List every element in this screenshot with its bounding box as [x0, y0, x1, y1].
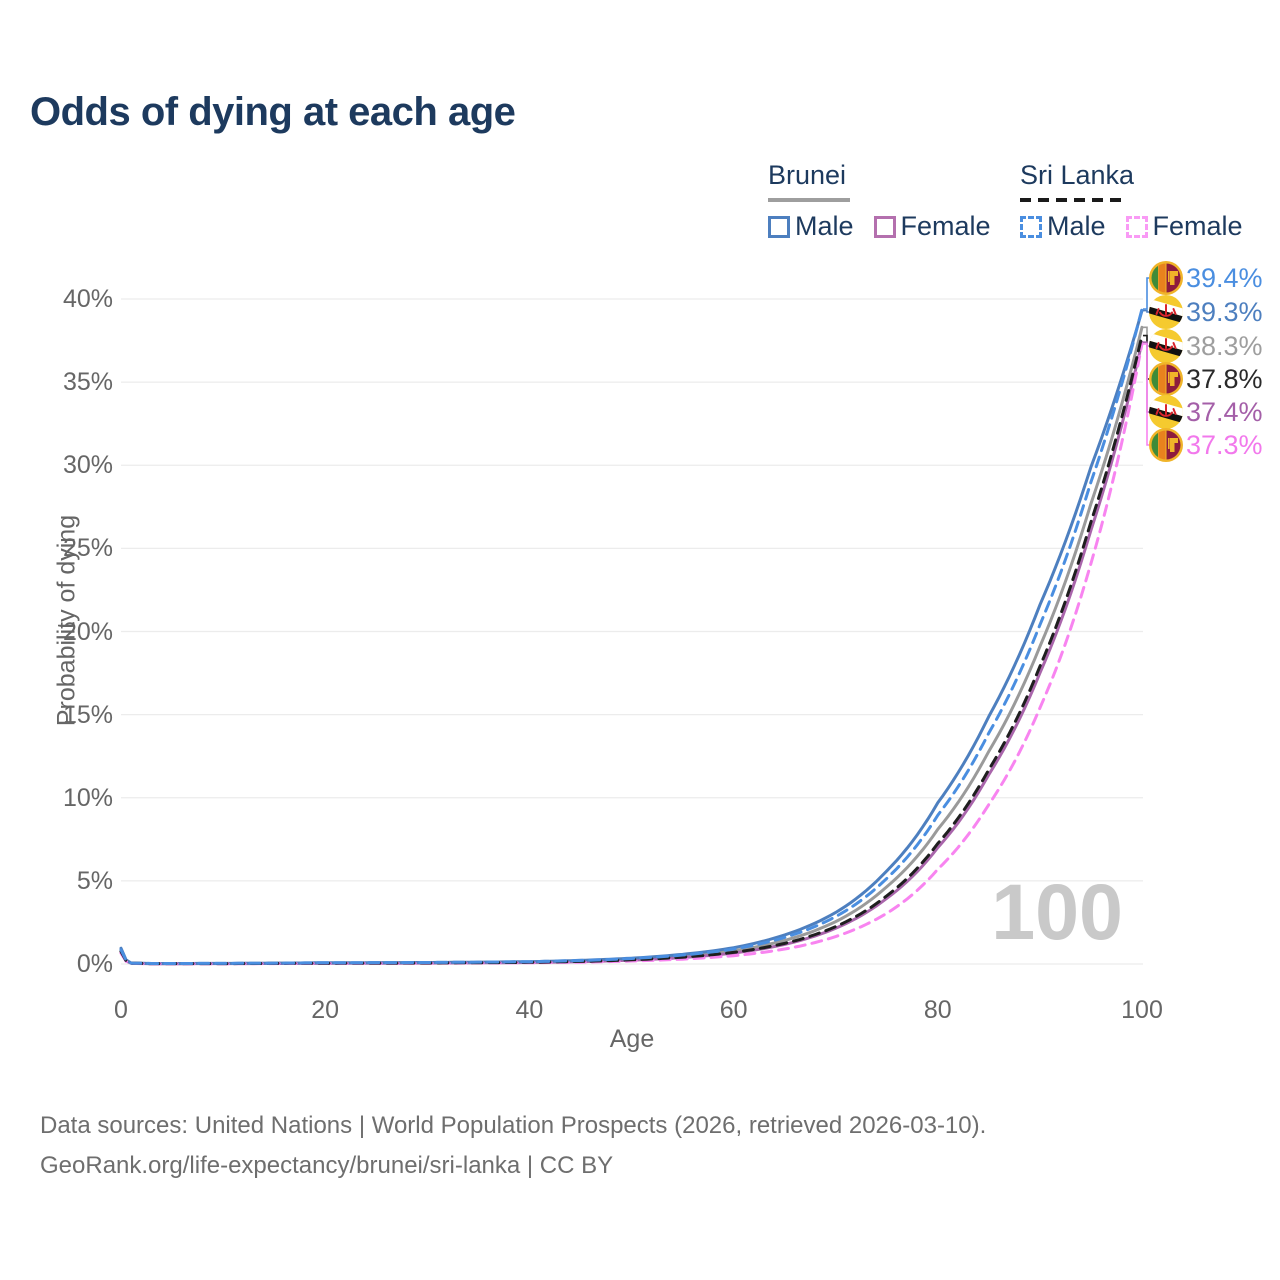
x-axis-title: Age — [609, 1025, 655, 1053]
sri-lanka-flag-icon — [1149, 428, 1183, 462]
legend-item-sri-lanka-male[interactable]: Male — [1020, 211, 1106, 242]
legend-label-sri-lanka-male: Male — [1047, 211, 1106, 241]
end-value-label-brunei-female: 37.4% — [1186, 397, 1263, 427]
x-tick-label: 60 — [719, 996, 748, 1024]
footer-data-sources: Data sources: United Nations | World Pop… — [40, 1112, 987, 1139]
y-tick-label: 25% — [62, 534, 113, 563]
leader-line — [1143, 343, 1149, 446]
series-line-sri-lanka-female — [119, 342, 1144, 966]
legend-item-brunei-male[interactable]: Male — [768, 211, 854, 242]
footer-attribution[interactable]: GeoRank.org/life-expectancy/brunei/sri-l… — [40, 1152, 614, 1179]
legend-label-sri-lanka-female: Female — [1152, 211, 1243, 241]
y-tick-label: 30% — [62, 451, 113, 480]
legend-group-sri-lanka: Sri Lanka Male Female — [1020, 160, 1263, 242]
legend-swatch-sri-lanka-male — [1020, 215, 1042, 238]
leader-line — [1143, 341, 1149, 413]
end-value-label-brunei-both: 38.3% — [1186, 331, 1263, 361]
legend-underline-brunei — [768, 198, 850, 202]
x-tick-label: 20 — [311, 996, 340, 1024]
legend-item-sri-lanka-female[interactable]: Female — [1125, 211, 1243, 242]
legend-country-brunei[interactable]: Brunei — [768, 160, 847, 190]
end-value-label-sri-lanka-both: 37.8% — [1186, 364, 1263, 394]
end-value-label-sri-lanka-female: 37.3% — [1186, 430, 1263, 460]
legend-swatch-brunei-male — [768, 215, 790, 238]
x-tick-label: 40 — [515, 996, 544, 1024]
y-tick-label: 5% — [76, 866, 113, 895]
legend-country-sri-lanka[interactable]: Sri Lanka — [1020, 160, 1135, 190]
hover-age-watermark: 100 — [991, 867, 1123, 956]
leader-line — [1143, 309, 1149, 313]
brunei-flag-icon — [1145, 395, 1188, 429]
end-value-label-sri-lanka-male: 39.4% — [1186, 263, 1263, 293]
legend-label-brunei-female: Female — [900, 211, 991, 241]
legend-underline-sri-lanka — [1020, 198, 1128, 202]
y-tick-label: 15% — [62, 700, 113, 729]
series-line-sri-lanka-male — [119, 307, 1144, 965]
legend-item-brunei-female[interactable]: Female — [873, 211, 991, 242]
y-tick-label: 0% — [76, 950, 113, 978]
y-tick-label: 35% — [62, 368, 113, 397]
legend-swatch-brunei-female — [873, 215, 896, 238]
legend-label-brunei-male: Male — [795, 211, 854, 241]
x-tick-label: 80 — [923, 996, 952, 1024]
series-line-sri-lanka-both — [119, 334, 1144, 966]
footer: Data sources: United Nations | World Pop… — [40, 1106, 986, 1186]
leader-line — [1143, 277, 1149, 310]
sri-lanka-flag-icon — [1149, 362, 1183, 396]
brunei-flag-icon — [1145, 295, 1188, 329]
series-line-brunei-both — [119, 325, 1144, 966]
legend-swatch-sri-lanka-female — [1125, 215, 1148, 238]
y-tick-label: 10% — [62, 783, 113, 812]
series-line-brunei-male — [119, 309, 1144, 965]
sri-lanka-flag-icon — [1149, 261, 1183, 295]
x-tick-label: 0 — [114, 996, 128, 1024]
x-tick-label: 100 — [1121, 996, 1163, 1024]
brunei-flag-icon — [1145, 329, 1188, 363]
series-line-brunei-female — [119, 340, 1144, 966]
y-tick-label: 20% — [62, 617, 113, 646]
y-tick-label: 40% — [62, 285, 113, 313]
legend-group-brunei: Brunei Male Female — [768, 160, 1011, 242]
end-value-label-brunei-male: 39.3% — [1186, 297, 1263, 327]
page-title: Odds of dying at each age — [30, 90, 516, 134]
